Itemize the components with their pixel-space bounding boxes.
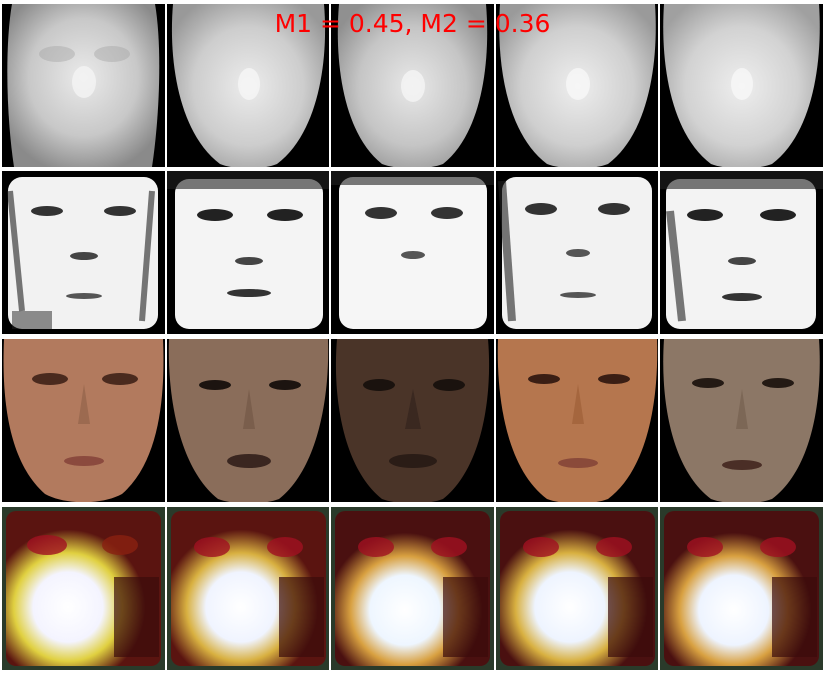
face-photo-tile [495, 339, 659, 502]
face-photo-tile [166, 339, 330, 502]
normal-map-tile [660, 171, 823, 334]
reconstruction-tile [166, 507, 330, 670]
depth-map-tile [660, 4, 823, 167]
normal-map-tile [331, 171, 494, 334]
normal-map-tile [166, 171, 330, 334]
face-photo-tile [331, 339, 494, 502]
depth-map-row [2, 4, 823, 167]
reconstruction-tile [660, 507, 823, 670]
reconstruction-row [2, 507, 823, 670]
normal-map-row [2, 171, 823, 334]
face-photo-row [2, 339, 823, 502]
face-photo-tile [2, 339, 165, 502]
depth-map-tile [331, 4, 494, 167]
reconstruction-tile [495, 507, 659, 670]
reconstruction-tile [2, 507, 165, 670]
normal-map-tile [2, 171, 165, 334]
depth-map-tile [166, 4, 330, 167]
depth-map-tile [495, 4, 659, 167]
depth-map-tile [2, 4, 165, 167]
normal-map-tile [495, 171, 659, 334]
reconstruction-tile [331, 507, 494, 670]
face-photo-tile [660, 339, 823, 502]
